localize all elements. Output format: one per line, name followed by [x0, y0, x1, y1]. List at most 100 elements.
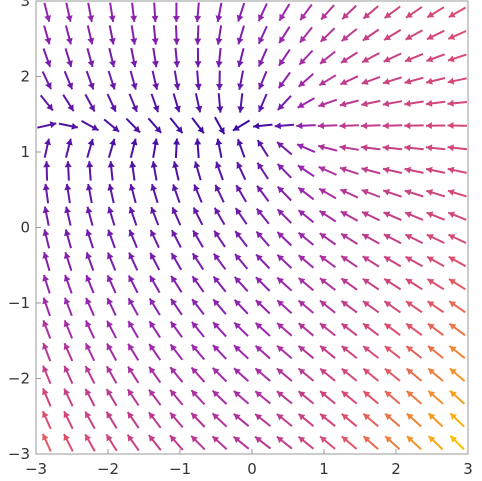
vector-arrow	[106, 252, 117, 271]
vector-arrow-head	[277, 103, 285, 111]
vector-arrow-head	[171, 275, 178, 283]
vector-arrow	[127, 343, 140, 361]
vector-arrow	[405, 367, 423, 382]
vector-arrow-head	[405, 55, 412, 63]
vector-arrow	[257, 48, 268, 67]
vector-arrow	[233, 367, 250, 382]
vector-arrow	[449, 390, 466, 405]
vector-arrow-head	[276, 436, 284, 444]
vector-arrow-head	[385, 436, 392, 443]
vector-arrow	[276, 208, 293, 224]
vector-arrow	[317, 122, 338, 130]
vector-arrow-head	[85, 366, 92, 373]
vector-arrow-head	[191, 413, 198, 420]
vector-arrow	[255, 276, 271, 292]
vector-arrow-head	[133, 125, 140, 133]
vector-arrow	[362, 277, 380, 291]
y-tick-label: −2	[8, 370, 30, 388]
vector-arrow	[427, 435, 444, 451]
vector-arrow	[448, 345, 466, 359]
vector-arrow-head	[318, 100, 326, 108]
vector-arrow	[216, 93, 224, 113]
vector-arrow	[85, 274, 95, 294]
vector-arrow	[211, 367, 228, 383]
vector-arrow-head	[233, 391, 241, 398]
vector-arrow	[86, 25, 95, 45]
vector-arrow-head	[87, 37, 95, 45]
vector-arrow	[384, 322, 401, 337]
vector-arrow-head	[85, 206, 93, 214]
vector-arrow	[148, 297, 161, 316]
vector-arrow	[427, 412, 444, 428]
vector-arrow-head	[363, 436, 371, 443]
vector-arrow-head	[341, 278, 349, 285]
vector-arrow	[233, 390, 250, 405]
vector-arrow	[274, 122, 295, 130]
vector-arrow	[169, 117, 184, 134]
vector-arrow	[232, 435, 250, 450]
vector-arrow-head	[150, 207, 157, 214]
vector-arrow	[276, 345, 293, 360]
vector-arrow	[383, 211, 402, 222]
vector-arrow	[320, 4, 335, 21]
vector-arrow	[406, 435, 422, 451]
vector-arrow	[191, 298, 205, 316]
vector-arrow-head	[426, 55, 434, 63]
vector-arrow-head	[296, 122, 303, 130]
vector-arrow-head	[277, 345, 284, 353]
vector-arrow	[299, 26, 313, 44]
vector-arrow	[318, 209, 337, 223]
vector-arrow-head	[383, 56, 391, 63]
vector-arrow-head	[255, 414, 263, 421]
vector-arrow-head	[276, 391, 284, 398]
vector-arrow	[126, 411, 140, 429]
vector-arrow-head	[362, 56, 370, 63]
vector-arrow-head	[234, 276, 242, 284]
vector-arrow-head	[127, 412, 134, 419]
vector-arrow	[448, 322, 466, 337]
vector-arrow	[85, 229, 94, 249]
vector-arrow-head	[255, 368, 263, 375]
vector-arrow-head	[236, 139, 244, 146]
vector-arrow-head	[339, 100, 347, 108]
vector-arrow	[236, 25, 245, 45]
vector-arrow	[361, 122, 381, 130]
vector-arrow	[447, 99, 467, 107]
vector-arrow-head	[384, 256, 391, 263]
vector-arrow-head	[298, 255, 306, 262]
vector-arrow	[319, 390, 336, 405]
vector-arrow-head	[299, 58, 306, 65]
vector-arrow-head	[274, 122, 281, 130]
vector-arrow-head	[297, 165, 305, 172]
vector-arrow-head	[427, 301, 435, 308]
vector-arrow	[361, 144, 381, 152]
vector-arrow-head	[64, 229, 71, 237]
vector-arrow	[42, 297, 51, 317]
vector-arrow-head	[212, 367, 220, 375]
vector-arrow	[128, 229, 138, 249]
vector-arrow	[213, 207, 226, 226]
vector-arrow	[255, 299, 271, 315]
vector-arrow-head	[341, 256, 349, 263]
vector-arrow-head	[277, 209, 285, 216]
vector-arrow	[215, 161, 224, 181]
vector-arrow-head	[406, 391, 414, 398]
vector-arrow	[170, 298, 183, 316]
vector-arrow	[406, 412, 422, 428]
vector-arrow-head	[297, 143, 304, 150]
vector-arrow-head	[447, 144, 454, 152]
vector-arrow-head	[45, 82, 52, 90]
vector-arrow	[425, 99, 446, 107]
vector-arrow	[297, 345, 315, 360]
vector-arrow-head	[154, 126, 162, 133]
vector-arrow	[149, 275, 161, 294]
vector-arrow	[130, 25, 138, 45]
vector-arrow-head	[298, 300, 306, 308]
vector-arrow-head	[42, 206, 50, 214]
vector-arrow	[361, 99, 381, 108]
vector-arrow-head	[383, 234, 391, 241]
vector-arrow	[404, 100, 424, 107]
vector-arrow	[43, 25, 52, 45]
vector-arrow-head	[173, 138, 181, 145]
vector-arrow	[319, 322, 336, 337]
